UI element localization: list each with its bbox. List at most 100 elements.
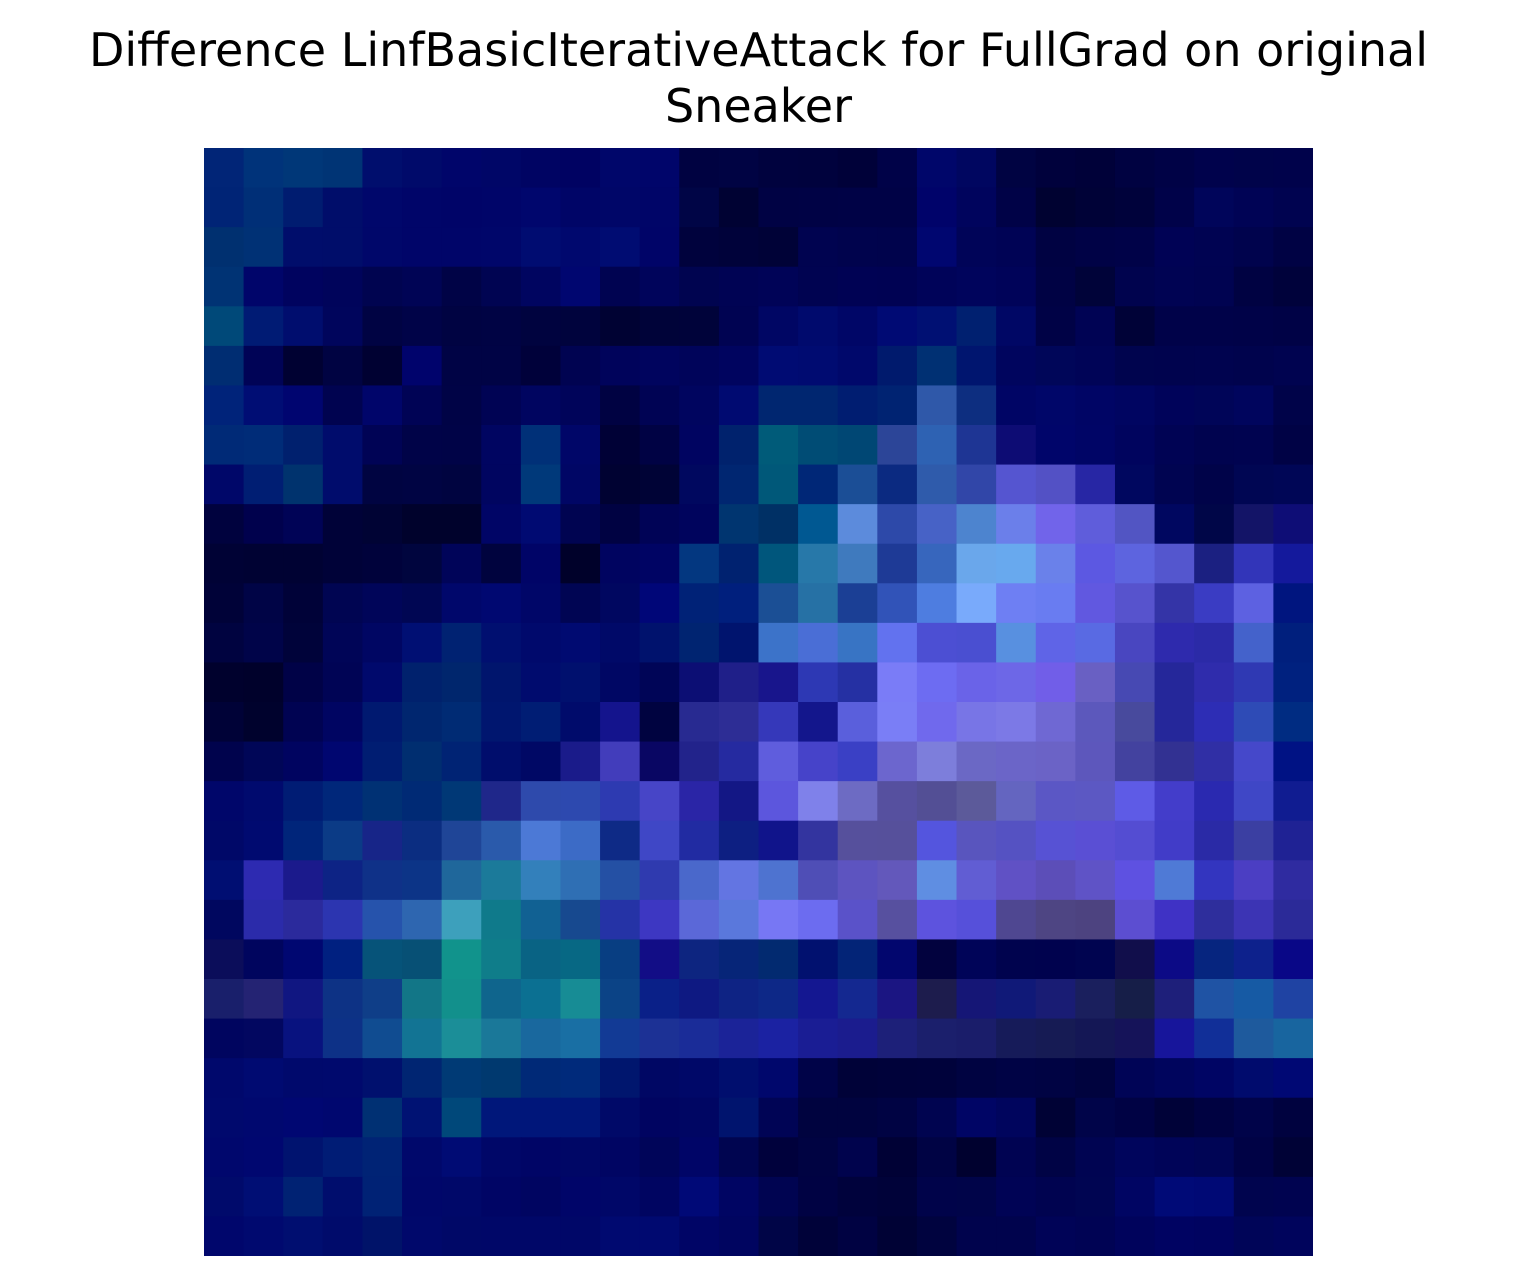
heatmap-cell bbox=[560, 979, 601, 1020]
heatmap-cell bbox=[1194, 622, 1235, 664]
heatmap-cell bbox=[679, 1018, 720, 1059]
heatmap-cell bbox=[322, 939, 364, 980]
heatmap-cell bbox=[1114, 1018, 1156, 1059]
heatmap-cell bbox=[322, 504, 364, 545]
heatmap-cell bbox=[1114, 583, 1156, 624]
heatmap-cell bbox=[362, 1018, 403, 1059]
heatmap-cell bbox=[758, 860, 799, 901]
heatmap-cell bbox=[243, 385, 284, 426]
heatmap-cell bbox=[362, 425, 403, 466]
heatmap-cell bbox=[322, 979, 364, 1020]
heatmap-cell bbox=[639, 266, 680, 307]
heatmap-cell bbox=[1114, 464, 1156, 505]
heatmap-cell bbox=[560, 187, 601, 228]
heatmap-cell bbox=[1273, 148, 1313, 189]
heatmap-cell bbox=[481, 266, 522, 307]
heatmap-cell bbox=[362, 820, 403, 861]
heatmap-cell bbox=[1154, 860, 1195, 901]
heatmap-cell bbox=[1154, 1216, 1195, 1256]
heatmap-cell bbox=[283, 345, 324, 387]
heatmap-cell bbox=[916, 1216, 958, 1256]
heatmap-cell bbox=[798, 583, 839, 624]
heatmap-cell bbox=[560, 425, 601, 466]
heatmap-cell bbox=[877, 939, 918, 980]
heatmap-cell bbox=[322, 820, 364, 861]
heatmap-cell bbox=[441, 227, 482, 268]
heatmap-cell bbox=[1233, 306, 1274, 347]
heatmap-cell bbox=[996, 148, 1037, 189]
heatmap-cell bbox=[718, 345, 760, 387]
heatmap-cell bbox=[837, 187, 878, 228]
heatmap-cell bbox=[560, 899, 601, 941]
heatmap-cell bbox=[1273, 583, 1313, 624]
heatmap-cell bbox=[243, 860, 284, 901]
heatmap-cell bbox=[560, 702, 601, 743]
heatmap-cell bbox=[600, 187, 641, 228]
heatmap-cell bbox=[600, 1097, 641, 1138]
heatmap-cell bbox=[718, 464, 760, 505]
heatmap-cell bbox=[1233, 148, 1274, 189]
heatmap-cell bbox=[1035, 939, 1076, 980]
heatmap-cell bbox=[996, 1137, 1037, 1178]
heatmap-cell bbox=[1194, 1176, 1235, 1218]
heatmap-cell bbox=[956, 187, 997, 228]
heatmap-cell bbox=[1154, 543, 1195, 584]
heatmap-cell bbox=[837, 425, 878, 466]
heatmap-cell bbox=[600, 1176, 641, 1218]
heatmap-cell bbox=[1194, 583, 1235, 624]
heatmap-cell bbox=[243, 622, 284, 664]
heatmap-cell bbox=[402, 464, 443, 505]
heatmap-cell bbox=[877, 306, 918, 347]
heatmap-cell bbox=[956, 345, 997, 387]
heatmap-cell bbox=[520, 1018, 562, 1059]
heatmap-cell bbox=[283, 1058, 324, 1099]
heatmap-cell bbox=[1114, 385, 1156, 426]
heatmap-cell bbox=[758, 702, 799, 743]
heatmap-cell bbox=[1194, 939, 1235, 980]
heatmap-cell bbox=[1114, 622, 1156, 664]
heatmap-cell bbox=[916, 385, 958, 426]
heatmap-cell bbox=[481, 148, 522, 189]
heatmap-cell bbox=[956, 425, 997, 466]
heatmap-cell bbox=[560, 266, 601, 307]
heatmap-cell bbox=[243, 345, 284, 387]
heatmap-cell bbox=[560, 345, 601, 387]
heatmap-cell bbox=[204, 1216, 245, 1256]
heatmap-cell bbox=[956, 1137, 997, 1178]
heatmap-cell bbox=[1114, 306, 1156, 347]
heatmap-cell bbox=[243, 306, 284, 347]
heatmap-cell bbox=[1233, 622, 1274, 664]
heatmap-cell bbox=[758, 583, 799, 624]
heatmap-cell bbox=[322, 148, 364, 189]
heatmap-cell bbox=[243, 662, 284, 703]
heatmap-cell bbox=[718, 543, 760, 584]
heatmap-cell bbox=[402, 1176, 443, 1218]
heatmap-cell bbox=[204, 939, 245, 980]
heatmap-cell bbox=[1194, 662, 1235, 703]
heatmap-cell bbox=[1035, 1018, 1076, 1059]
heatmap-cell bbox=[1273, 781, 1313, 822]
heatmap-cell bbox=[1075, 266, 1116, 307]
heatmap-cell bbox=[204, 543, 245, 584]
heatmap-cell bbox=[441, 741, 482, 782]
heatmap-cell bbox=[402, 1216, 443, 1256]
heatmap-cell bbox=[1273, 543, 1313, 584]
heatmap-cell bbox=[996, 820, 1037, 861]
heatmap-cell bbox=[1154, 1018, 1195, 1059]
heatmap-cell bbox=[1154, 148, 1195, 189]
heatmap-cell bbox=[718, 622, 760, 664]
heatmap-cell bbox=[798, 1018, 839, 1059]
heatmap-cell bbox=[837, 1216, 878, 1256]
heatmap-cell bbox=[441, 504, 482, 545]
heatmap-cell bbox=[1154, 662, 1195, 703]
heatmap-cell bbox=[956, 543, 997, 584]
heatmap-cell bbox=[1194, 1018, 1235, 1059]
heatmap-cell bbox=[481, 306, 522, 347]
heatmap-cell bbox=[204, 781, 245, 822]
heatmap-cell bbox=[1154, 1058, 1195, 1099]
heatmap-cell bbox=[758, 1216, 799, 1256]
heatmap-cell bbox=[322, 1097, 364, 1138]
heatmap-cell bbox=[600, 583, 641, 624]
heatmap-cell bbox=[600, 860, 641, 901]
heatmap-cell bbox=[481, 939, 522, 980]
